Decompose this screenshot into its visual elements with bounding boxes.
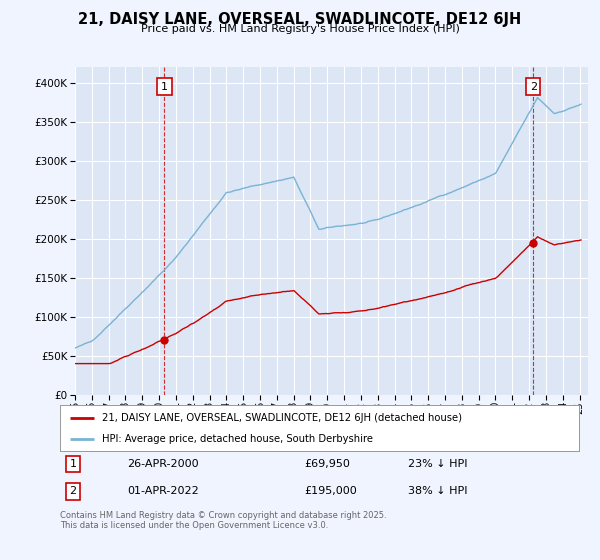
Text: 2: 2: [530, 82, 537, 92]
Text: 23% ↓ HPI: 23% ↓ HPI: [408, 459, 467, 469]
Text: 21, DAISY LANE, OVERSEAL, SWADLINCOTE, DE12 6JH: 21, DAISY LANE, OVERSEAL, SWADLINCOTE, D…: [79, 12, 521, 27]
Text: 1: 1: [70, 459, 76, 469]
Text: 2: 2: [70, 487, 77, 496]
Text: Price paid vs. HM Land Registry's House Price Index (HPI): Price paid vs. HM Land Registry's House …: [140, 24, 460, 34]
Text: £195,000: £195,000: [304, 487, 356, 496]
Text: HPI: Average price, detached house, South Derbyshire: HPI: Average price, detached house, Sout…: [101, 435, 373, 444]
Text: Contains HM Land Registry data © Crown copyright and database right 2025.
This d: Contains HM Land Registry data © Crown c…: [60, 511, 386, 530]
Text: £69,950: £69,950: [304, 459, 350, 469]
Text: 1: 1: [161, 82, 168, 92]
Text: 01-APR-2022: 01-APR-2022: [127, 487, 199, 496]
Text: 26-APR-2000: 26-APR-2000: [127, 459, 199, 469]
Text: 38% ↓ HPI: 38% ↓ HPI: [408, 487, 467, 496]
Text: 21, DAISY LANE, OVERSEAL, SWADLINCOTE, DE12 6JH (detached house): 21, DAISY LANE, OVERSEAL, SWADLINCOTE, D…: [101, 413, 461, 423]
